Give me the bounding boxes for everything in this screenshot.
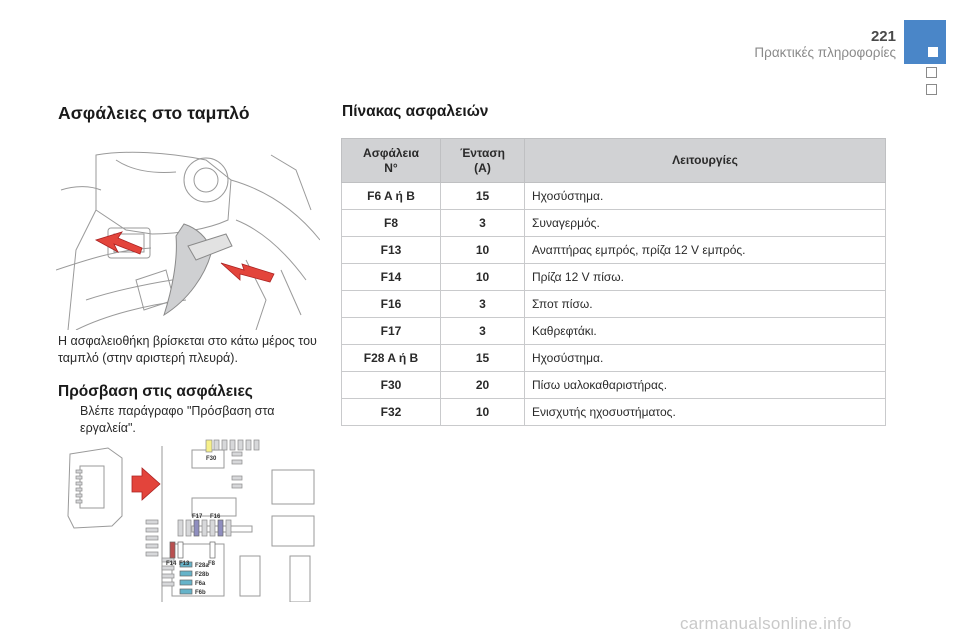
- amperage-cell: 3: [440, 317, 525, 345]
- fuse-label: F13: [179, 561, 190, 567]
- function-cell: Πίσω υαλοκαθαριστήρας.: [524, 371, 886, 399]
- fuse-label: F8: [208, 561, 216, 567]
- table-row: F8 3 Συναγερμός.: [341, 209, 886, 237]
- header-fuse: Ασφάλεια N°: [341, 138, 441, 183]
- function-cell: Καθρεφτάκι.: [524, 317, 886, 345]
- table-row: F6 A ή B 15 Ηχοσύστημα.: [341, 182, 886, 210]
- table-row: F32 10 Ενισχυτής ηχοσυστήματος.: [341, 398, 886, 426]
- fuse-label: F28b: [195, 572, 209, 578]
- watermark: carmanualsonline.info: [680, 614, 852, 633]
- header-fuse-line2: N°: [384, 160, 398, 175]
- function-cell: Σποτ πίσω.: [524, 290, 886, 318]
- section-title: Πρακτικές πληροφορίες: [754, 45, 896, 60]
- table-row: F13 10 Αναπτήρας εμπρός, πρίζα 12 V εμπρ…: [341, 236, 886, 264]
- header-function: Λειτουργίες: [524, 138, 886, 183]
- section-tab-active[interactable]: [904, 20, 946, 64]
- fuse-label: F14: [166, 561, 177, 567]
- fuse-cell: F30: [341, 371, 441, 399]
- table-row: F17 3 Καθρεφτάκι.: [341, 317, 886, 345]
- header-amp-line2: (A): [474, 160, 491, 175]
- header-amp-line1: Ένταση: [460, 145, 505, 160]
- amperage-cell: 3: [440, 290, 525, 318]
- fusebox-location-text: Η ασφαλειοθήκη βρίσκεται στο κάτω μέρος …: [58, 334, 317, 365]
- amperage-cell: 15: [440, 344, 525, 372]
- fuse-cell: F13: [341, 236, 441, 264]
- fuse-table-header-row: Ασφάλεια N° Ένταση (A) Λειτουργίες: [341, 138, 886, 183]
- function-cell: Αναπτήρας εμπρός, πρίζα 12 V εμπρός.: [524, 236, 886, 264]
- fuse-cell: F28 A ή B: [341, 344, 441, 372]
- amperage-cell: 15: [440, 182, 525, 210]
- section-tab-box[interactable]: [926, 84, 937, 95]
- fuse-cell: F32: [341, 398, 441, 426]
- fusebox-diagram-illustration: F30 F17 F16 F14 F13 F8 F28a F28b F6a F6b: [67, 439, 315, 602]
- fuse-label: F17: [192, 514, 203, 520]
- fuse-label: F28a: [195, 563, 209, 569]
- table-row: F16 3 Σποτ πίσω.: [341, 290, 886, 318]
- page-title: Ασφάλειες στο ταμπλό: [58, 103, 250, 123]
- amperage-cell: 10: [440, 398, 525, 426]
- table-row: F14 10 Πρίζα 12 V πίσω.: [341, 263, 886, 291]
- access-fuses-heading: Πρόσβαση στις ασφάλειες: [58, 383, 253, 400]
- fuse-label: F6b: [195, 590, 206, 596]
- amperage-cell: 20: [440, 371, 525, 399]
- fuse-label: F16: [210, 514, 221, 520]
- amperage-cell: 3: [440, 209, 525, 237]
- section-tab-box[interactable]: [926, 67, 937, 78]
- function-cell: Ηχοσύστημα.: [524, 344, 886, 372]
- access-instruction-text: Βλέπε παράγραφο "Πρόσβαση στα εργαλεία".: [80, 404, 275, 435]
- page-number: 221: [870, 28, 896, 45]
- function-cell: Ηχοσύστημα.: [524, 182, 886, 210]
- fuse-label: F30: [206, 456, 217, 462]
- header-fuse-line1: Ασφάλεια: [363, 145, 419, 160]
- header-amperage: Ένταση (A): [440, 138, 525, 183]
- function-cell: Συναγερμός.: [524, 209, 886, 237]
- fuse-table-title: Πίνακας ασφαλειών: [342, 103, 489, 120]
- fuse-cell: F14: [341, 263, 441, 291]
- tab-square-icon: [928, 47, 938, 57]
- fuse-table: Ασφάλεια N° Ένταση (A) Λειτουργίες F6 A …: [341, 138, 886, 426]
- fuse-label: F6a: [195, 581, 206, 587]
- table-row: F30 20 Πίσω υαλοκαθαριστήρας.: [341, 371, 886, 399]
- fuse-cell: F17: [341, 317, 441, 345]
- fuse-cell: F8: [341, 209, 441, 237]
- amperage-cell: 10: [440, 263, 525, 291]
- fuse-cell: F6 A ή B: [341, 182, 441, 210]
- table-row: F28 A ή B 15 Ηχοσύστημα.: [341, 344, 886, 372]
- function-cell: Ενισχυτής ηχοσυστήματος.: [524, 398, 886, 426]
- function-cell: Πρίζα 12 V πίσω.: [524, 263, 886, 291]
- dashboard-fusebox-location-illustration: [56, 151, 320, 330]
- amperage-cell: 10: [440, 236, 525, 264]
- fuse-cell: F16: [341, 290, 441, 318]
